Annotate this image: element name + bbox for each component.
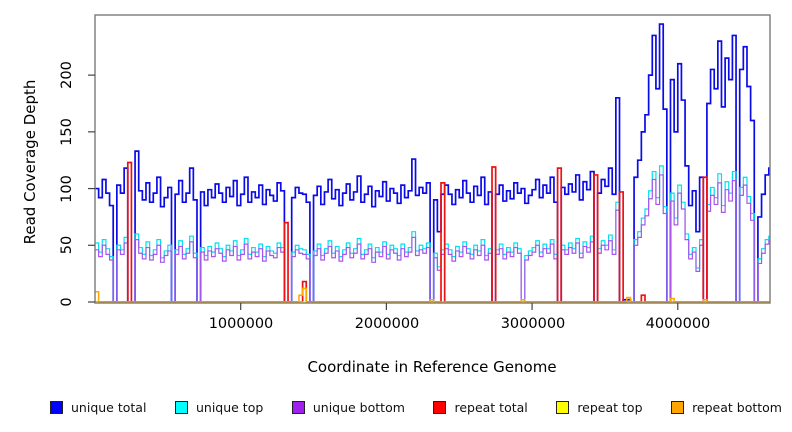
legend-label: repeat top	[577, 399, 643, 415]
legend: unique total unique top unique bottom re…	[50, 396, 782, 418]
legend-label: repeat total	[454, 399, 528, 415]
legend-item-repeat-top: repeat top	[556, 399, 643, 415]
legend-item-unique-bottom: unique bottom	[291, 399, 405, 415]
unique-bottom-swatch-icon	[291, 400, 305, 414]
repeat-bottom-swatch-icon	[671, 400, 685, 414]
repeat-total-swatch-icon	[433, 400, 447, 414]
y-tick-label: 150	[59, 118, 75, 146]
series-line-unique-bottom	[95, 174, 770, 303]
y-tick-label: 50	[59, 235, 75, 255]
legend-item-unique-total: unique total	[50, 400, 146, 415]
unique-top-swatch-icon	[174, 400, 188, 414]
x-tick-label: 1000000	[208, 316, 274, 332]
unique-total-swatch-icon	[50, 400, 63, 414]
plot-border	[94, 14, 771, 304]
legend-item-unique-top: unique top	[174, 399, 264, 415]
legend-label: unique bottom	[312, 399, 405, 415]
series-line-unique-total	[95, 23, 770, 303]
legend-label: unique top	[195, 399, 264, 415]
repeat-top-swatch-icon	[556, 400, 570, 414]
x-axis-title: Coordinate in Reference Genome	[307, 358, 557, 376]
x-tick-label: 4000000	[645, 316, 711, 332]
y-axis-title: Read Coverage Depth	[21, 79, 39, 245]
y-tick-label: 200	[59, 61, 75, 89]
legend-label: repeat bottom	[692, 399, 782, 415]
series-line-repeat-bottom	[95, 287, 770, 303]
legend-label: unique total	[71, 399, 147, 415]
x-tick-label: 3000000	[500, 316, 566, 332]
y-tick-label: 0	[59, 297, 75, 307]
x-tick-label: 2000000	[354, 316, 420, 332]
legend-item-repeat-bottom: repeat bottom	[671, 400, 782, 415]
legend-item-repeat-total: repeat total	[433, 399, 528, 415]
y-tick-label: 100	[59, 175, 75, 203]
